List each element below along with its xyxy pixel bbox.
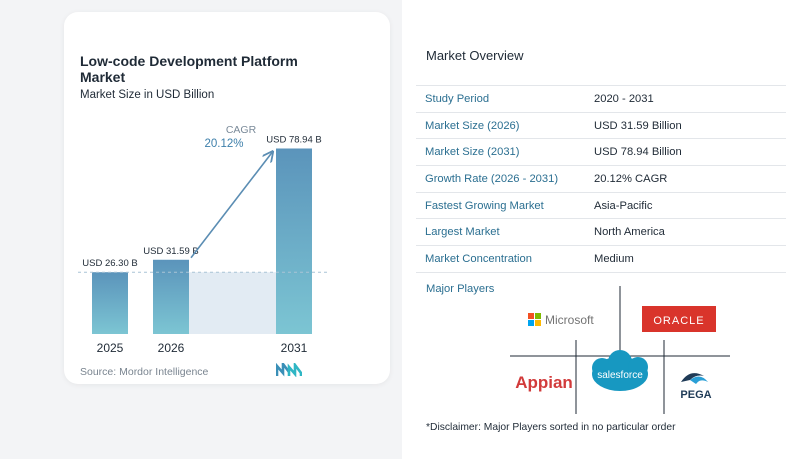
overview-row: Fastest Growing Market Asia-Pacific xyxy=(416,193,786,220)
overview-key: Market Size (2026) xyxy=(425,119,520,132)
overview-key: Growth Rate (2026 - 2031) xyxy=(425,172,559,185)
players-title: Major Players xyxy=(426,283,495,295)
bar-2026 xyxy=(153,259,189,334)
cagr-arrow xyxy=(190,152,272,259)
players-grid: Microsoft ORACLE Appian salesforce PEGA xyxy=(510,286,730,414)
disclaimer: *Disclaimer: Major Players sorted in no … xyxy=(426,422,676,433)
x-tick-2031: 2031 xyxy=(281,341,308,355)
salesforce-wordmark: salesforce xyxy=(597,370,643,381)
cagr-value: 20.12% xyxy=(204,138,243,150)
overview-value: 2020 - 2031 xyxy=(594,92,654,105)
data-label-2025: USD 26.30 B xyxy=(82,258,137,269)
mordor-intelligence-logo xyxy=(276,363,302,377)
chart-subtitle: Market Size in USD Billion xyxy=(80,89,215,101)
chart-title: Low-code Development Platform Market xyxy=(80,53,298,85)
overview-table: Study Period 2020 - 2031 Market Size (202… xyxy=(416,85,786,273)
appian-logo: Appian xyxy=(515,373,573,392)
overview-title: Market Overview xyxy=(426,48,524,63)
overview-row: Growth Rate (2026 - 2031) 20.12% CAGR xyxy=(416,166,786,193)
x-tick-2026: 2026 xyxy=(158,341,185,355)
overview-value: USD 31.59 Billion xyxy=(594,119,682,132)
x-tick-2025: 2025 xyxy=(97,341,124,355)
bar-2031 xyxy=(276,148,312,334)
salesforce-logo: salesforce xyxy=(592,350,648,391)
source-text: Source: Mordor Intelligence xyxy=(80,366,209,378)
oracle-logo: ORACLE xyxy=(642,306,716,332)
data-label-2031: USD 78.94 B xyxy=(266,134,321,145)
overview-value: USD 78.94 Billion xyxy=(594,146,682,159)
microsoft-logo: Microsoft xyxy=(528,313,594,327)
overview-row: Market Size (2026) USD 31.59 Billion xyxy=(416,113,786,140)
overview-value: 20.12% CAGR xyxy=(594,172,668,185)
overview-key: Market Size (2031) xyxy=(425,146,520,159)
overview-row: Market Concentration Medium xyxy=(416,246,786,273)
overview-key: Fastest Growing Market xyxy=(425,199,544,212)
cagr-label: CAGR xyxy=(226,124,257,136)
overview-row: Market Size (2031) USD 78.94 Billion xyxy=(416,139,786,167)
appian-wordmark: Appian xyxy=(515,373,573,392)
baseline-area xyxy=(189,272,276,334)
overview-key: Market Concentration xyxy=(425,252,532,265)
overview-value: Asia-Pacific xyxy=(594,199,653,212)
microsoft-wordmark: Microsoft xyxy=(545,313,594,327)
pega-wordmark: PEGA xyxy=(680,389,711,401)
overview-row: Study Period 2020 - 2031 xyxy=(416,86,786,113)
overview-row: Largest Market North America xyxy=(416,219,786,247)
overview-value: North America xyxy=(594,226,665,239)
overview-key: Study Period xyxy=(425,92,490,105)
data-label-2026: USD 31.59 B xyxy=(143,246,198,257)
oracle-wordmark: ORACLE xyxy=(653,315,704,327)
bar-chart: USD 26.30 B 2025 USD 31.59 B 2026 USD 78.94 … xyxy=(78,124,328,355)
pega-logo: PEGA xyxy=(680,373,712,401)
bar-2025 xyxy=(92,272,128,334)
overview-value: Medium xyxy=(594,252,634,265)
overview-key: Largest Market xyxy=(425,226,500,239)
